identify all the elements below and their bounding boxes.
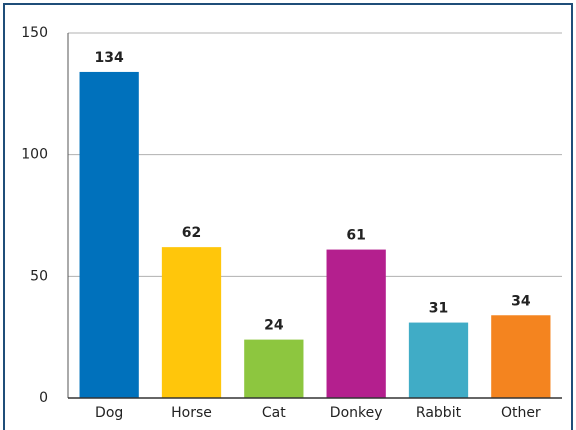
data-label: 24 [264, 318, 284, 334]
x-tick-label: Cat [262, 405, 286, 421]
x-tick-label: Dog [95, 405, 123, 421]
x-tick-label: Rabbit [416, 405, 462, 421]
bar [161, 247, 222, 398]
x-tick-label: Other [501, 405, 541, 421]
data-label: 31 [429, 301, 448, 317]
data-label: 61 [346, 228, 365, 244]
x-tick-label: Donkey [330, 405, 383, 421]
y-tick-label: 150 [21, 25, 48, 41]
bar [79, 71, 139, 398]
y-tick-label: 0 [39, 390, 48, 406]
x-tick-label: Horse [171, 405, 212, 421]
bar [408, 322, 469, 398]
bar [326, 249, 386, 398]
bar [244, 339, 304, 398]
y-tick-label: 100 [21, 147, 48, 163]
data-label: 134 [95, 50, 124, 66]
data-label: 34 [511, 293, 531, 309]
y-tick-label: 50 [30, 268, 48, 284]
data-label: 62 [182, 225, 201, 241]
bar [491, 315, 551, 398]
